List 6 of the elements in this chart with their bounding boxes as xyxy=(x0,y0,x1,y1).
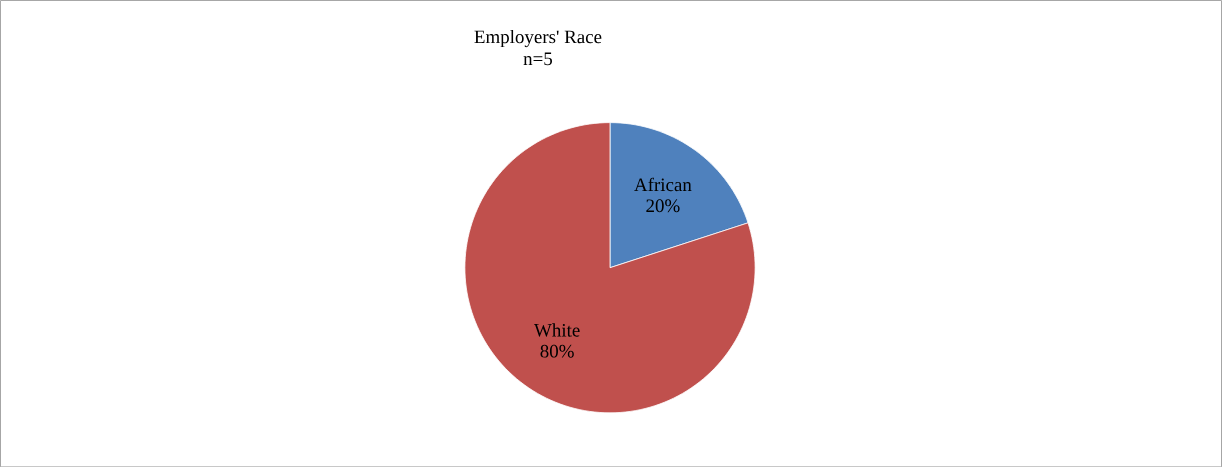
chart-title: Employers' Race xyxy=(474,29,602,47)
chart-subtitle: n=5 xyxy=(523,52,553,65)
data-label: 80% xyxy=(540,344,574,358)
slice-label: African xyxy=(634,177,692,191)
slice-label: White xyxy=(534,323,580,337)
data-label: 20% xyxy=(646,199,680,212)
